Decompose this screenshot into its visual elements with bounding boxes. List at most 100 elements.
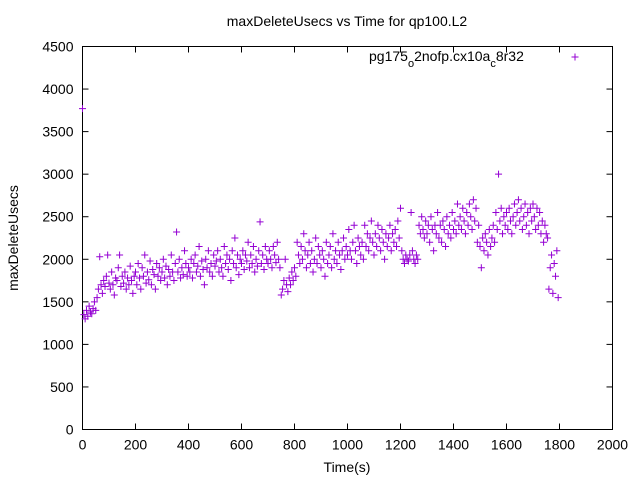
data-point [215, 268, 223, 276]
data-point [420, 234, 428, 242]
data-point [460, 217, 468, 225]
data-point [416, 230, 424, 238]
data-point [542, 230, 550, 238]
data-point [434, 208, 442, 216]
data-point [260, 265, 268, 273]
data-point [312, 234, 320, 242]
data-point [187, 255, 195, 263]
data-point [188, 274, 196, 282]
data-point [226, 255, 234, 263]
data-point [244, 238, 252, 246]
data-point [513, 208, 521, 216]
y-tick-label: 4000 [42, 81, 73, 97]
data-point [473, 238, 481, 246]
data-point [501, 221, 509, 229]
data-point [234, 251, 242, 259]
data-point [122, 285, 130, 293]
data-point [285, 274, 293, 282]
data-point [185, 264, 192, 272]
data-point [308, 247, 316, 255]
data-point [236, 255, 244, 263]
data-point [210, 251, 218, 259]
data-point [248, 260, 256, 268]
data-point [280, 277, 288, 285]
data-point [468, 225, 476, 233]
data-point [92, 306, 100, 314]
data-point [273, 238, 281, 246]
data-point [289, 277, 297, 285]
data-point [533, 204, 541, 212]
data-point [487, 243, 495, 251]
data-point [465, 200, 473, 208]
data-point [256, 218, 264, 226]
y-tick-label: 0 [66, 422, 74, 438]
data-point [297, 243, 305, 251]
data-point [484, 251, 492, 259]
data-point [249, 243, 257, 251]
data-point [469, 196, 477, 204]
data-point [337, 265, 345, 273]
data-point [403, 255, 411, 263]
data-point [510, 200, 518, 208]
data-point [149, 265, 157, 273]
data-point [342, 243, 350, 251]
data-point [120, 279, 128, 287]
data-point [455, 221, 463, 229]
data-point [363, 230, 371, 238]
data-point [206, 268, 214, 276]
data-point [261, 243, 269, 251]
data-point [207, 260, 215, 268]
data-point [514, 196, 522, 204]
data-point [534, 221, 542, 229]
data-point [301, 247, 309, 255]
x-tick-label: 200 [124, 437, 148, 453]
y-tick-label: 1000 [42, 336, 73, 352]
data-point [524, 208, 532, 216]
data-point [154, 272, 162, 280]
data-point [483, 238, 491, 246]
data-point [82, 306, 90, 314]
data-point [430, 247, 438, 255]
data-point [186, 268, 194, 276]
data-point [435, 234, 443, 242]
data-point [438, 238, 446, 246]
data-point [243, 257, 251, 265]
data-point [444, 230, 452, 238]
data-point [183, 272, 191, 280]
data-point [366, 234, 374, 242]
data-point [347, 255, 355, 263]
data-point [292, 272, 300, 280]
data-point [118, 272, 126, 280]
data-point [232, 264, 240, 272]
data-point [102, 272, 110, 280]
data-point [357, 251, 365, 259]
legend-label-part: 8r32 [496, 48, 524, 64]
data-point [100, 277, 108, 285]
data-point [334, 238, 342, 246]
data-point [344, 251, 351, 259]
data-point [412, 251, 420, 259]
data-point [94, 285, 102, 293]
data-point [367, 217, 375, 225]
data-point [139, 272, 147, 280]
data-point [135, 274, 143, 282]
data-point [158, 268, 166, 276]
data-point [125, 281, 133, 289]
data-point [181, 247, 189, 255]
data-point [110, 291, 118, 299]
data-point [493, 225, 501, 233]
data-point [530, 213, 538, 221]
data-point [208, 272, 216, 280]
data-point [518, 225, 526, 233]
data-point [80, 311, 88, 319]
data-point [84, 312, 92, 320]
x-tick-label: 1400 [438, 437, 469, 453]
data-point [146, 257, 154, 265]
y-axis: 0 500 1000 1500 2000 2500 3000 3500 4000 4500 [42, 39, 613, 438]
data-point [222, 260, 230, 268]
data-point [231, 234, 239, 242]
data-point [173, 228, 181, 236]
legend-label-subscript: o [408, 58, 414, 70]
data-point [324, 260, 332, 268]
data-point [316, 251, 324, 259]
